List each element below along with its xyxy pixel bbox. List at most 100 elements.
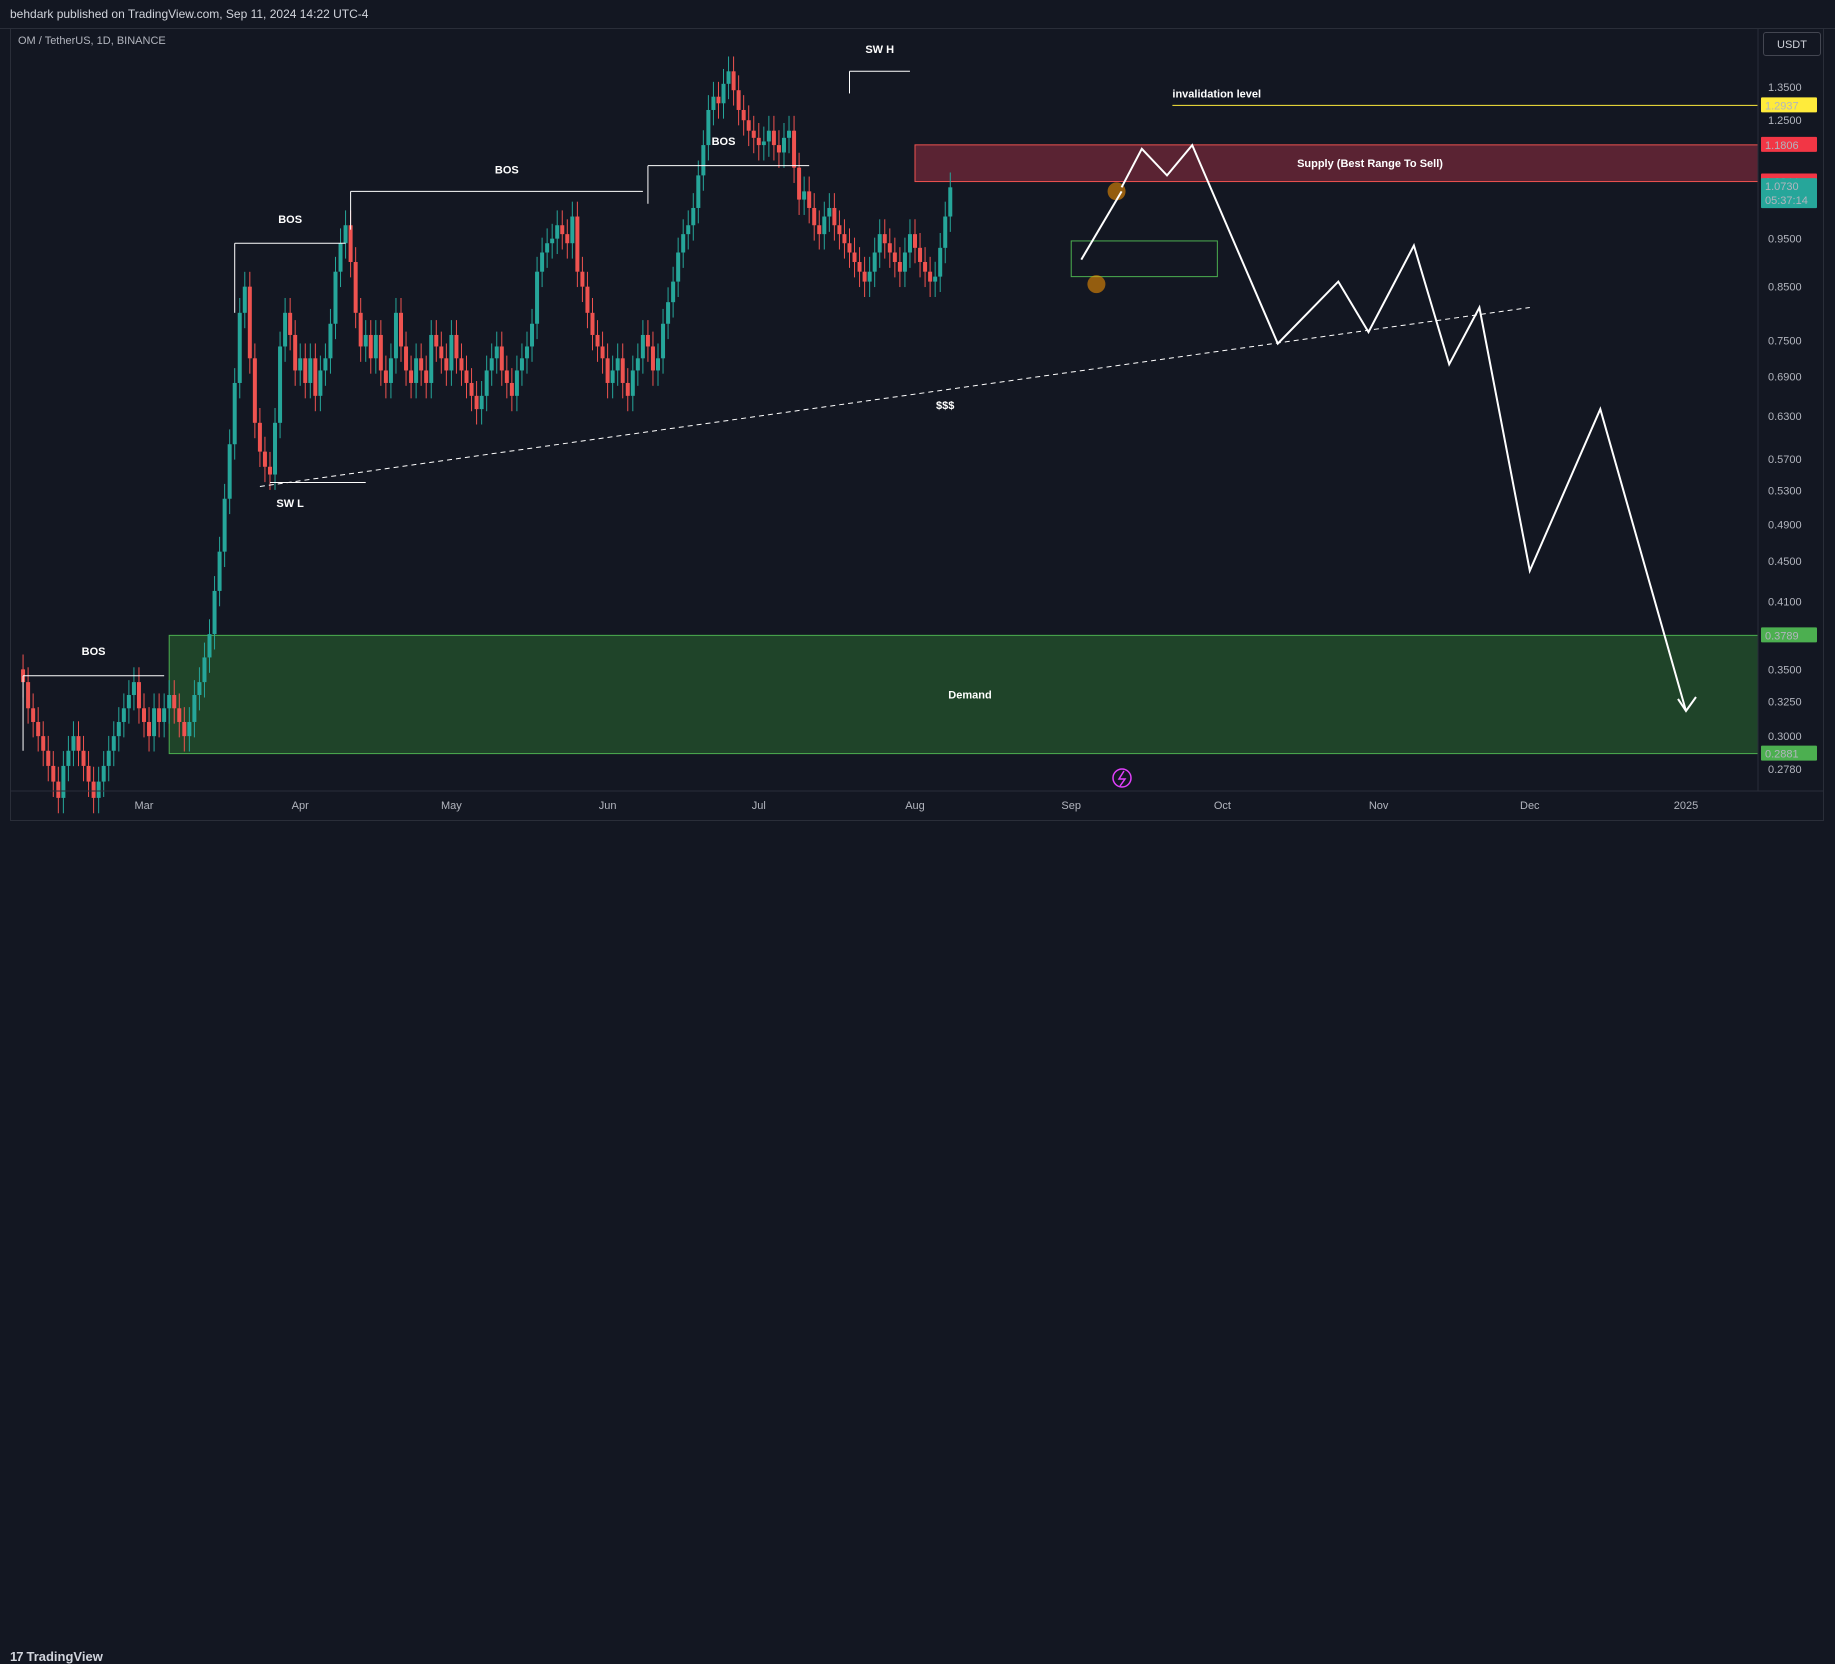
candle-body — [620, 358, 625, 383]
tradingview-brand: TradingView — [26, 1649, 103, 1664]
candle-body — [157, 708, 162, 722]
candle-body — [580, 271, 585, 287]
candle-body — [852, 252, 857, 262]
candle-body — [565, 234, 570, 244]
bos-label: BOS — [82, 646, 106, 658]
demand-top-label-box — [1761, 627, 1817, 643]
candle-body — [454, 334, 459, 359]
candle-body — [494, 346, 499, 359]
candle-body — [26, 682, 31, 709]
candle-body — [479, 395, 484, 410]
candle-body — [862, 271, 867, 282]
candle-body — [404, 346, 409, 371]
symbol-info[interactable]: OM / TetherUS, 1D, BINANCE — [18, 35, 166, 47]
tradingview-logo-icon: 17 — [10, 1649, 24, 1664]
tradingview-logo[interactable]: 17 TradingView — [10, 1649, 103, 1664]
candle-body — [378, 334, 383, 371]
countdown-label: 05:37:14 — [1765, 195, 1808, 207]
candle-body — [610, 370, 615, 383]
projection-arrowhead — [1677, 696, 1697, 713]
price-tick-label: 1.3500 — [1768, 82, 1802, 94]
candle-body — [640, 334, 645, 359]
candle-body — [635, 358, 640, 371]
candle-body — [923, 261, 928, 272]
candle-body — [792, 130, 797, 168]
candle-body — [661, 323, 666, 359]
candle-body — [701, 145, 706, 176]
candle-body — [308, 358, 313, 383]
candle-body — [887, 243, 892, 253]
candle-body — [650, 346, 655, 371]
candle-body — [797, 167, 802, 200]
candle-body — [827, 207, 832, 217]
price-tick-label: 0.9500 — [1768, 234, 1802, 246]
candle-body — [56, 781, 61, 798]
demand-bottom-label: 0.2881 — [1765, 749, 1799, 761]
candle-body — [51, 765, 56, 782]
candle-body — [393, 312, 398, 359]
candle-body — [424, 370, 429, 383]
candle-body — [409, 370, 414, 383]
time-tick-label: Aug — [905, 800, 925, 812]
candle-body — [111, 736, 116, 751]
invalidation-label: invalidation level — [1172, 88, 1261, 100]
candle-body — [666, 302, 671, 324]
price-chart[interactable]: BOS BOS BOS BOS SW H SW L $$$ Supply (Best Rang… — [0, 0, 1835, 854]
candle-body — [585, 286, 590, 313]
candle-body — [943, 216, 948, 248]
candle-body — [514, 370, 519, 396]
candle-body — [202, 657, 207, 683]
bos-label: BOS — [278, 214, 302, 226]
candle-body — [897, 261, 902, 272]
price-tick-label: 0.4900 — [1768, 519, 1802, 531]
entry-box — [1070, 240, 1218, 278]
candle-body — [761, 141, 766, 146]
candle-body — [46, 750, 51, 766]
impulse-line — [1080, 190, 1123, 261]
candle-body — [373, 334, 378, 359]
candle-body — [192, 694, 197, 722]
candle-body — [928, 271, 933, 282]
candle-body — [600, 346, 605, 359]
candle-body — [434, 334, 439, 347]
candle-body — [817, 225, 822, 235]
last-price-label: 1.0730 — [1765, 181, 1799, 193]
candle-body — [489, 358, 494, 371]
candle-body — [696, 175, 701, 208]
price-tick-label: 0.3000 — [1768, 731, 1802, 743]
invalidation-price-label-box — [1761, 97, 1817, 113]
candle-body — [237, 312, 242, 383]
candle-body — [469, 382, 474, 396]
candle-body — [892, 252, 897, 262]
currency-button[interactable]: USDT — [1763, 32, 1821, 56]
trendline — [259, 306, 1530, 487]
candle-body — [36, 721, 41, 737]
candle-body — [832, 207, 837, 226]
liquidity-label: $$$ — [936, 400, 954, 412]
candle-body — [545, 243, 550, 253]
price-tick-label: 0.3500 — [1768, 665, 1802, 677]
demand-label: Demand — [948, 689, 991, 701]
candle-body — [459, 358, 464, 371]
candle-body — [313, 358, 318, 396]
candle-body — [499, 346, 504, 371]
time-tick-label: May — [441, 800, 462, 812]
candle-body — [918, 247, 923, 262]
candle-body — [288, 312, 293, 335]
candle-body — [741, 109, 746, 121]
candle-body — [877, 234, 882, 253]
price-tick-label: 1.2500 — [1768, 115, 1802, 127]
candle-body — [353, 261, 358, 313]
candle-body — [91, 781, 96, 798]
candle-body — [283, 312, 288, 347]
candle-body — [444, 358, 449, 371]
candle-body — [882, 234, 887, 244]
price-tick-label: 0.4500 — [1768, 556, 1802, 568]
candle-body — [872, 252, 877, 272]
candle-body — [162, 708, 167, 722]
candle-body — [147, 721, 152, 737]
candle-body — [605, 358, 610, 383]
candle-body — [867, 271, 872, 282]
candle-body — [388, 358, 393, 383]
candle-body — [333, 271, 338, 324]
